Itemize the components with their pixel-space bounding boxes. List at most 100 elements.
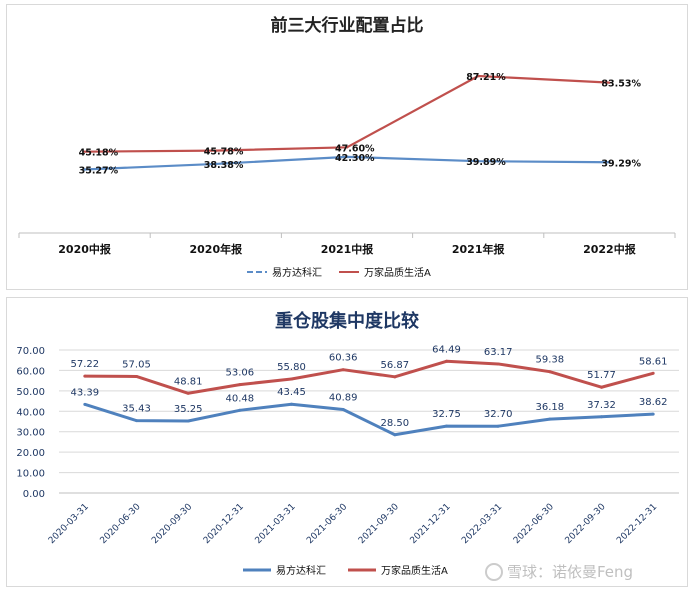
data-point xyxy=(651,371,655,375)
data-point xyxy=(445,359,448,363)
data-point xyxy=(393,375,397,379)
data-label: 35.27% xyxy=(79,166,119,177)
industry-share-chart: 前三大行业配置占比 2020中报 2020年报 2021中报 2021年报 2022中报… xyxy=(18,15,676,279)
data-label: 48.81 xyxy=(174,376,203,387)
data-label: 83.53% xyxy=(601,79,641,90)
data-point xyxy=(345,146,349,149)
data-label: 39.89% xyxy=(466,157,506,168)
x-tick-label: 2021-03-31 xyxy=(254,502,298,546)
data-point xyxy=(290,402,293,406)
x-tick-label: 2021-06-30 xyxy=(305,502,349,546)
plot-area: 2020中报 2020年报 2021中报 2021年报 2022中报 35.27% 38.3… xyxy=(18,72,676,279)
data-point xyxy=(608,161,611,164)
x-tick-label: 2020-09-30 xyxy=(150,502,194,546)
data-label: 37.32 xyxy=(587,400,616,411)
x-tick-label: 2020-12-31 xyxy=(202,502,246,546)
data-point xyxy=(341,407,345,411)
data-label: 64.49 xyxy=(432,344,461,355)
data-label: 38.62 xyxy=(639,397,668,408)
data-label: 47.60% xyxy=(335,143,375,154)
data-label: 32.75 xyxy=(432,409,461,420)
data-point xyxy=(83,374,87,378)
data-label: 39.29% xyxy=(601,158,641,169)
plot-area: 0.00 10.00 20.00 30.00 40.00 50.00 60.00 70.00 2… xyxy=(16,344,679,577)
data-label: 38.38% xyxy=(204,160,244,171)
legend-label: 易方达科汇 xyxy=(272,266,322,279)
y-tick-label: 60.00 xyxy=(16,366,45,377)
data-point xyxy=(186,391,190,395)
data-label: 58.61 xyxy=(639,356,668,367)
data-point xyxy=(600,415,603,419)
data-label: 40.48 xyxy=(226,393,255,404)
chart-panel-concentration: 重仓股集中度比较 0.00 10.00 20.00 30.00 40.00 50.00 60… xyxy=(6,297,688,587)
y-tick-label: 20.00 xyxy=(16,448,45,459)
data-point xyxy=(393,433,397,437)
data-point xyxy=(135,419,138,423)
x-tick-label: 2020年报 xyxy=(189,242,243,256)
data-label: 55.80 xyxy=(277,362,306,373)
x-tick-label: 2020中报 xyxy=(58,242,112,256)
data-point xyxy=(290,377,293,381)
x-tick-label: 2020-06-30 xyxy=(99,502,143,546)
series-line-2 xyxy=(84,359,654,395)
data-point xyxy=(548,370,552,374)
data-label: 28.50 xyxy=(381,418,410,429)
legend-label: 万家品质生活A xyxy=(381,564,448,577)
data-point xyxy=(135,374,138,378)
data-label: 87.21% xyxy=(466,72,506,83)
x-tick-label: 2021-09-30 xyxy=(357,502,401,546)
data-label: 35.25 xyxy=(174,404,203,415)
data-label: 57.22 xyxy=(71,359,100,370)
data-label: 32.70 xyxy=(484,409,513,420)
data-point xyxy=(496,424,500,428)
x-tick-label: 2022-03-31 xyxy=(460,502,504,546)
data-label: 53.06 xyxy=(226,368,255,379)
x-tick-label: 2022-06-30 xyxy=(512,502,556,546)
data-point xyxy=(496,362,500,366)
data-point xyxy=(608,81,611,84)
data-label: 57.05 xyxy=(122,359,151,370)
data-point xyxy=(238,383,242,387)
x-tick-label: 2022-09-30 xyxy=(564,502,608,546)
data-label: 45.18% xyxy=(79,148,119,159)
data-point xyxy=(238,408,242,412)
data-point xyxy=(341,368,345,372)
data-label: 63.17 xyxy=(484,347,513,358)
data-point xyxy=(445,424,448,428)
y-tick-label: 0.00 xyxy=(23,489,45,500)
concentration-chart: 重仓股集中度比较 0.00 10.00 20.00 30.00 40.00 50.00 60… xyxy=(16,310,679,577)
chart-title: 前三大行业配置占比 xyxy=(271,15,424,36)
data-point xyxy=(477,159,480,163)
series-line-2 xyxy=(84,74,610,153)
data-label: 43.39 xyxy=(71,387,100,398)
x-tick-label: 2021中报 xyxy=(321,242,375,256)
data-label: 51.77 xyxy=(587,370,616,381)
chart-title: 重仓股集中度比较 xyxy=(275,310,419,332)
data-point xyxy=(186,419,190,423)
y-tick-label: 10.00 xyxy=(16,469,45,480)
data-point xyxy=(548,417,552,421)
data-point xyxy=(83,168,86,171)
data-point xyxy=(214,149,217,152)
data-point xyxy=(83,402,87,406)
data-point xyxy=(83,150,86,153)
data-label: 36.18 xyxy=(536,402,565,413)
data-point xyxy=(600,385,603,389)
data-point xyxy=(345,155,349,159)
data-label: 60.36 xyxy=(329,353,358,364)
data-label: 42.30% xyxy=(335,153,375,164)
data-label: 43.45 xyxy=(277,387,306,398)
data-point xyxy=(651,412,655,416)
x-tick-label: 2021年报 xyxy=(452,242,506,256)
y-tick-label: 70.00 xyxy=(16,346,45,357)
x-tick-label: 2021-12-31 xyxy=(409,502,453,546)
data-label: 45.78% xyxy=(204,147,244,158)
legend-label: 易方达科汇 xyxy=(276,564,326,577)
y-tick-label: 30.00 xyxy=(16,428,45,439)
x-tick-label: 2022中报 xyxy=(583,242,637,256)
chart-panel-industry-share: 前三大行业配置占比 2020中报 2020年报 2021中报 2021年报 2022中报… xyxy=(6,4,688,290)
legend-label: 万家品质生活A xyxy=(364,266,431,279)
x-tick-label: 2022-12-31 xyxy=(615,502,659,546)
y-tick-label: 40.00 xyxy=(16,407,45,418)
